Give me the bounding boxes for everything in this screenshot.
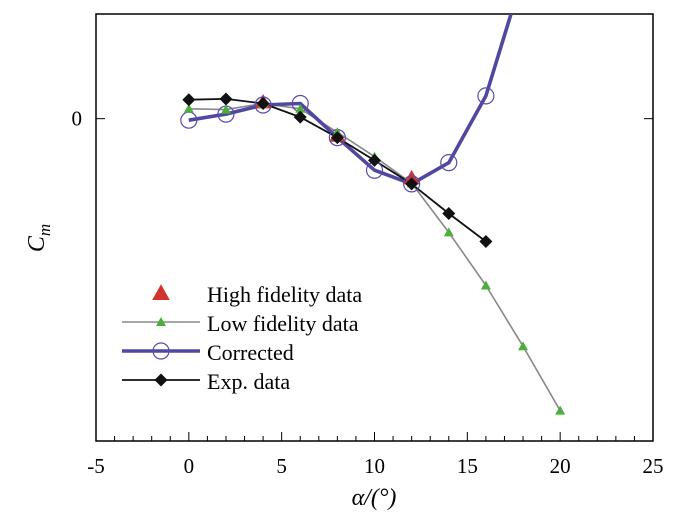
series-line-corrected — [188, 14, 513, 186]
svg-text:Cm: Cm — [24, 224, 54, 252]
legend-label-corrected: Corrected — [207, 340, 294, 365]
y-tick-label: 0 — [72, 107, 83, 131]
legend-symbol-corrected — [122, 342, 200, 360]
data-point-low-fidelity — [555, 405, 566, 415]
data-point-exp — [293, 110, 307, 124]
data-point-low-fidelity — [443, 227, 454, 237]
data-point-corrected — [403, 175, 421, 193]
legend-marker-high-fidelity — [152, 284, 170, 301]
data-point-exp — [330, 131, 344, 145]
y-axis-title: Cm — [24, 224, 54, 252]
x-tick-label: 15 — [457, 454, 478, 478]
legend-label-exp: Exp. data — [207, 369, 290, 394]
x-tick-label: 0 — [184, 454, 195, 478]
axis-ticks — [95, 118, 654, 441]
series-markers — [180, 87, 566, 415]
x-tick-label: -5 — [87, 454, 105, 478]
y-axis-title-subscript: m — [35, 224, 54, 236]
legend-label-low-fidelity: Low fidelity data — [207, 311, 359, 336]
data-point-exp — [405, 177, 419, 191]
data-point-high-fidelity — [403, 169, 420, 185]
legend-symbol-exp — [122, 373, 200, 387]
plot-frame — [95, 13, 654, 442]
x-tick-label: 10 — [364, 454, 385, 478]
legend-label-high-fidelity: High fidelity data — [207, 282, 362, 307]
x-tick-label: 25 — [643, 454, 664, 478]
data-point-exp — [256, 96, 270, 110]
data-point-exp — [219, 92, 233, 106]
legend-symbol-high-fidelity — [152, 284, 170, 301]
data-point-corrected — [477, 87, 495, 105]
data-point-exp — [368, 153, 381, 167]
series-line-exp — [188, 98, 487, 243]
data-point-exp — [442, 206, 456, 220]
y-axis-title-main: C — [24, 235, 50, 252]
legend-marker-exp — [154, 373, 168, 387]
data-point-exp — [182, 93, 196, 107]
x-axis-title: α/(°) — [352, 485, 397, 511]
legend: High fidelity data Low fidelity data Cor… — [122, 282, 362, 394]
legend-symbol-low-fidelity — [122, 317, 200, 326]
legend-marker-corrected — [152, 342, 170, 360]
data-point-low-fidelity — [518, 341, 529, 351]
x-tick-label: 5 — [276, 454, 287, 478]
legend-marker-low-fidelity — [156, 317, 166, 326]
data-point-exp — [479, 235, 493, 249]
axis-tick-labels: -5 0 5 10 15 20 25 0 — [72, 107, 664, 478]
data-point-low-fidelity — [295, 103, 306, 113]
data-point-low-fidelity — [480, 280, 491, 290]
x-tick-label: 20 — [550, 454, 571, 478]
data-point-low-fidelity — [220, 104, 231, 114]
data-point-low-fidelity — [183, 103, 194, 113]
data-point-corrected — [440, 154, 458, 172]
